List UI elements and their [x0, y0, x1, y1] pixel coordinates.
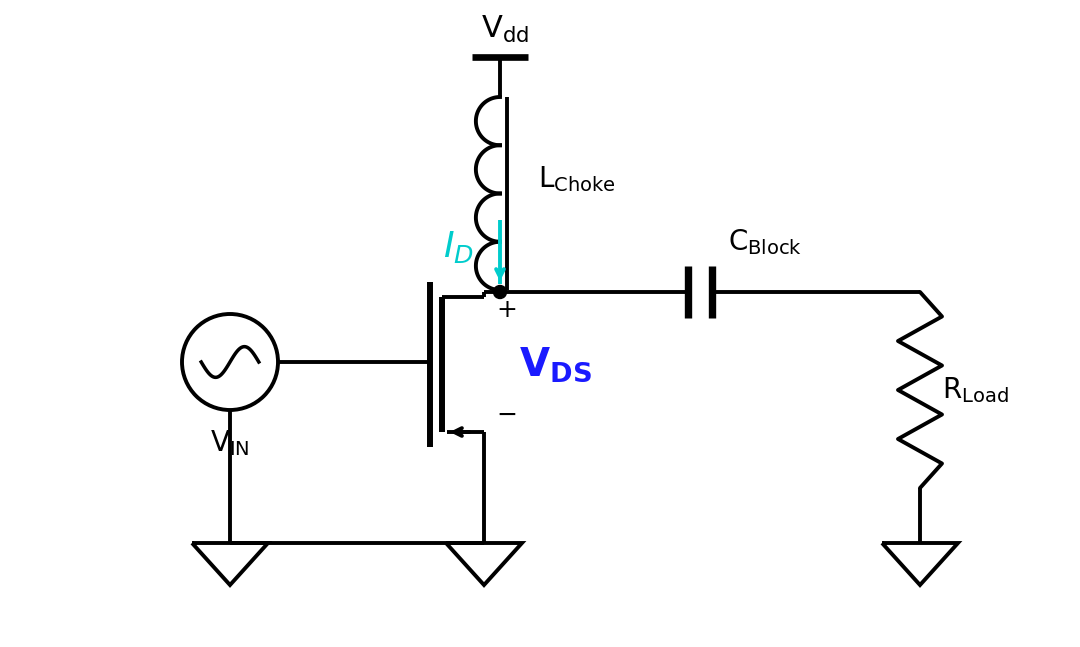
Text: $\mathrm{R_{Load}}$: $\mathrm{R_{Load}}$: [942, 375, 1009, 405]
Text: $\mathrm{V_{dd}}$: $\mathrm{V_{dd}}$: [481, 14, 529, 45]
Text: $\mathit{I_D}$: $\mathit{I_D}$: [443, 229, 473, 265]
Text: $\mathrm{L_{Choke}}$: $\mathrm{L_{Choke}}$: [538, 164, 616, 194]
Text: +: +: [496, 298, 517, 322]
Text: $\mathrm{V_{IN}}$: $\mathrm{V_{IN}}$: [211, 428, 249, 458]
Text: $\mathrm{C_{Block}}$: $\mathrm{C_{Block}}$: [728, 227, 802, 257]
Text: −: −: [496, 403, 517, 427]
Circle shape: [494, 285, 507, 298]
Text: $\mathbf{V_{DS}}$: $\mathbf{V_{DS}}$: [519, 345, 592, 384]
